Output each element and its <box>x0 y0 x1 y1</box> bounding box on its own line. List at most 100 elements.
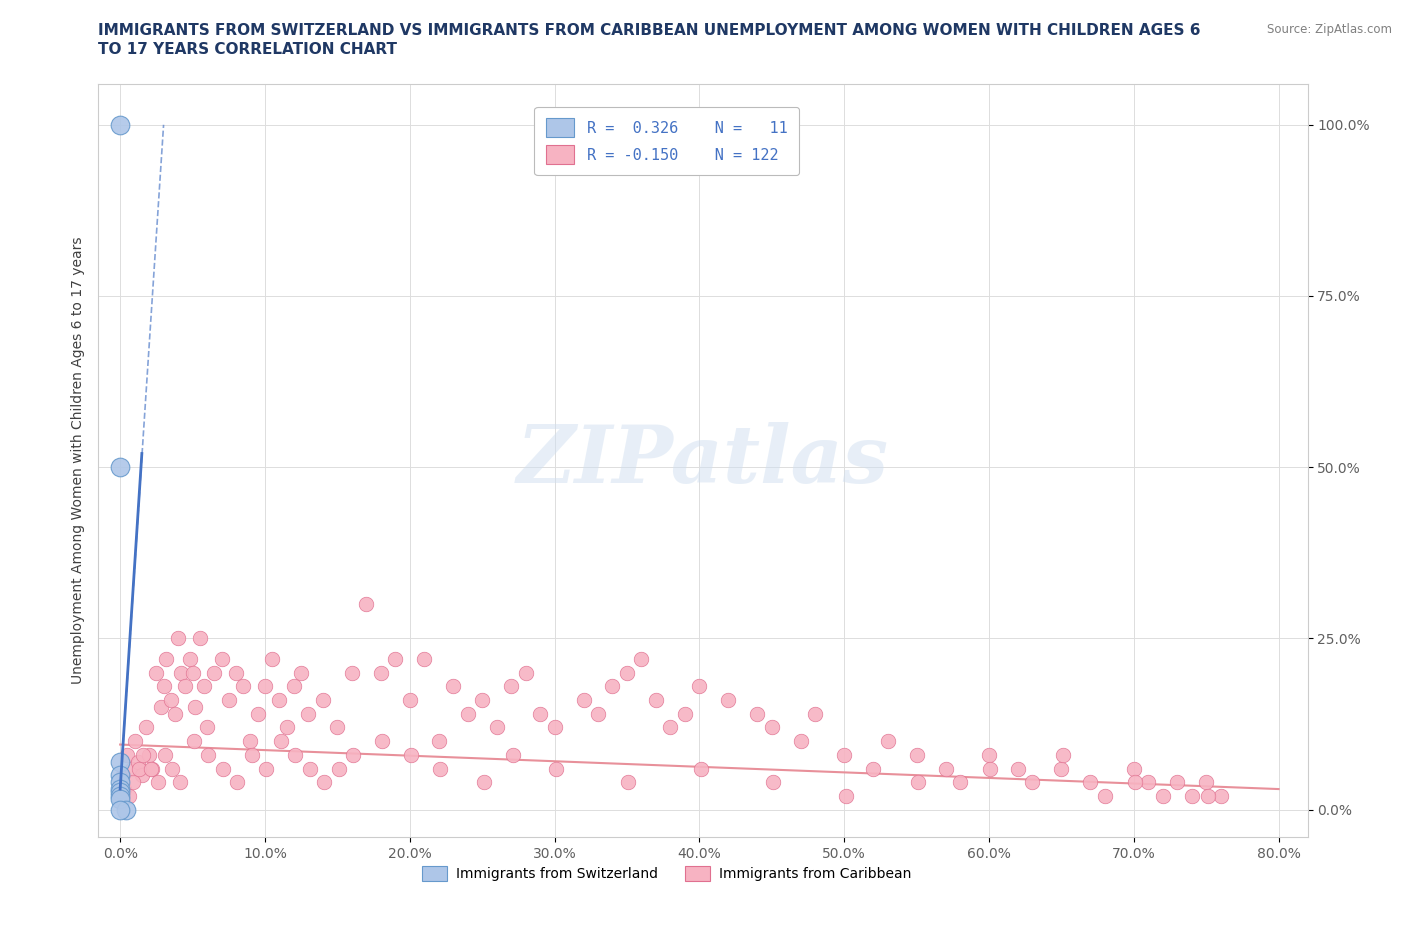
Point <box>246 706 269 721</box>
Point <box>1122 761 1144 776</box>
Point <box>1052 748 1074 763</box>
Point <box>356 597 378 612</box>
Point <box>572 693 595 708</box>
Point <box>602 679 624 694</box>
Point <box>108 459 131 474</box>
Point <box>159 693 181 708</box>
Point <box>472 775 495 790</box>
Point <box>689 761 711 776</box>
Point <box>659 720 682 735</box>
Point <box>183 734 205 749</box>
Point <box>169 775 191 790</box>
Point <box>225 665 247 680</box>
Point <box>586 706 609 721</box>
Point <box>314 775 336 790</box>
Point <box>108 754 131 769</box>
Point <box>747 706 769 721</box>
Text: ZIPatlas: ZIPatlas <box>517 421 889 499</box>
Point <box>427 734 450 749</box>
Point <box>673 706 696 721</box>
Point <box>1007 761 1029 776</box>
Point <box>132 748 155 763</box>
Point <box>108 803 131 817</box>
Point <box>485 720 508 735</box>
Point <box>413 652 436 667</box>
Point <box>270 734 292 749</box>
Point <box>1021 775 1043 790</box>
Point <box>298 761 321 776</box>
Point <box>398 693 420 708</box>
Point <box>118 789 141 804</box>
Point <box>688 679 710 694</box>
Point <box>212 761 235 776</box>
Point <box>188 631 211 645</box>
Point <box>121 761 143 776</box>
Point <box>262 652 284 667</box>
Point <box>162 761 184 776</box>
Y-axis label: Unemployment Among Women with Children Ages 6 to 17 years: Unemployment Among Women with Children A… <box>70 236 84 684</box>
Point <box>108 785 131 800</box>
Point <box>239 734 262 749</box>
Point <box>276 720 298 735</box>
Text: IMMIGRANTS FROM SWITZERLAND VS IMMIGRANTS FROM CARIBBEAN UNEMPLOYMENT AMONG WOME: IMMIGRANTS FROM SWITZERLAND VS IMMIGRANT… <box>98 23 1201 38</box>
Point <box>1137 775 1160 790</box>
Point <box>876 734 898 749</box>
Point <box>108 768 131 783</box>
Point <box>515 665 537 680</box>
Point <box>862 761 884 776</box>
Point <box>115 803 138 817</box>
Point <box>108 781 131 796</box>
Point <box>284 748 307 763</box>
Point <box>155 652 177 667</box>
Point <box>141 761 163 776</box>
Point <box>312 693 335 708</box>
Point <box>152 679 174 694</box>
Point <box>834 789 856 804</box>
Point <box>108 789 131 804</box>
Point <box>1181 789 1204 804</box>
Point <box>254 761 277 776</box>
Point <box>342 748 364 763</box>
Point <box>529 706 551 721</box>
Point <box>170 665 193 680</box>
Point <box>122 775 145 790</box>
Point <box>153 748 176 763</box>
Point <box>269 693 291 708</box>
Point <box>630 652 652 667</box>
Point <box>717 693 740 708</box>
Point <box>617 775 640 790</box>
Point <box>1195 775 1218 790</box>
Point <box>1152 789 1174 804</box>
Point <box>501 679 523 694</box>
Point <box>139 761 162 776</box>
Legend: Immigrants from Switzerland, Immigrants from Caribbean: Immigrants from Switzerland, Immigrants … <box>416 860 917 886</box>
Point <box>370 665 392 680</box>
Point <box>761 720 783 735</box>
Point <box>202 665 225 680</box>
Text: Source: ZipAtlas.com: Source: ZipAtlas.com <box>1267 23 1392 36</box>
Point <box>457 706 479 721</box>
Point <box>441 679 464 694</box>
Point <box>297 706 319 721</box>
Point <box>371 734 394 749</box>
Point <box>1050 761 1073 776</box>
Point <box>790 734 813 749</box>
Point <box>211 652 233 667</box>
Point <box>195 720 218 735</box>
Point <box>181 665 204 680</box>
Point <box>907 775 929 790</box>
Point <box>1080 775 1102 790</box>
Point <box>804 706 827 721</box>
Point <box>112 768 135 783</box>
Point <box>145 665 167 680</box>
Point <box>232 679 254 694</box>
Point <box>174 679 197 694</box>
Point <box>979 761 1001 776</box>
Point <box>290 665 312 680</box>
Point <box>1123 775 1146 790</box>
Point <box>645 693 668 708</box>
Point <box>146 775 169 790</box>
Point <box>543 720 565 735</box>
Point <box>1209 789 1232 804</box>
Point <box>138 748 160 763</box>
